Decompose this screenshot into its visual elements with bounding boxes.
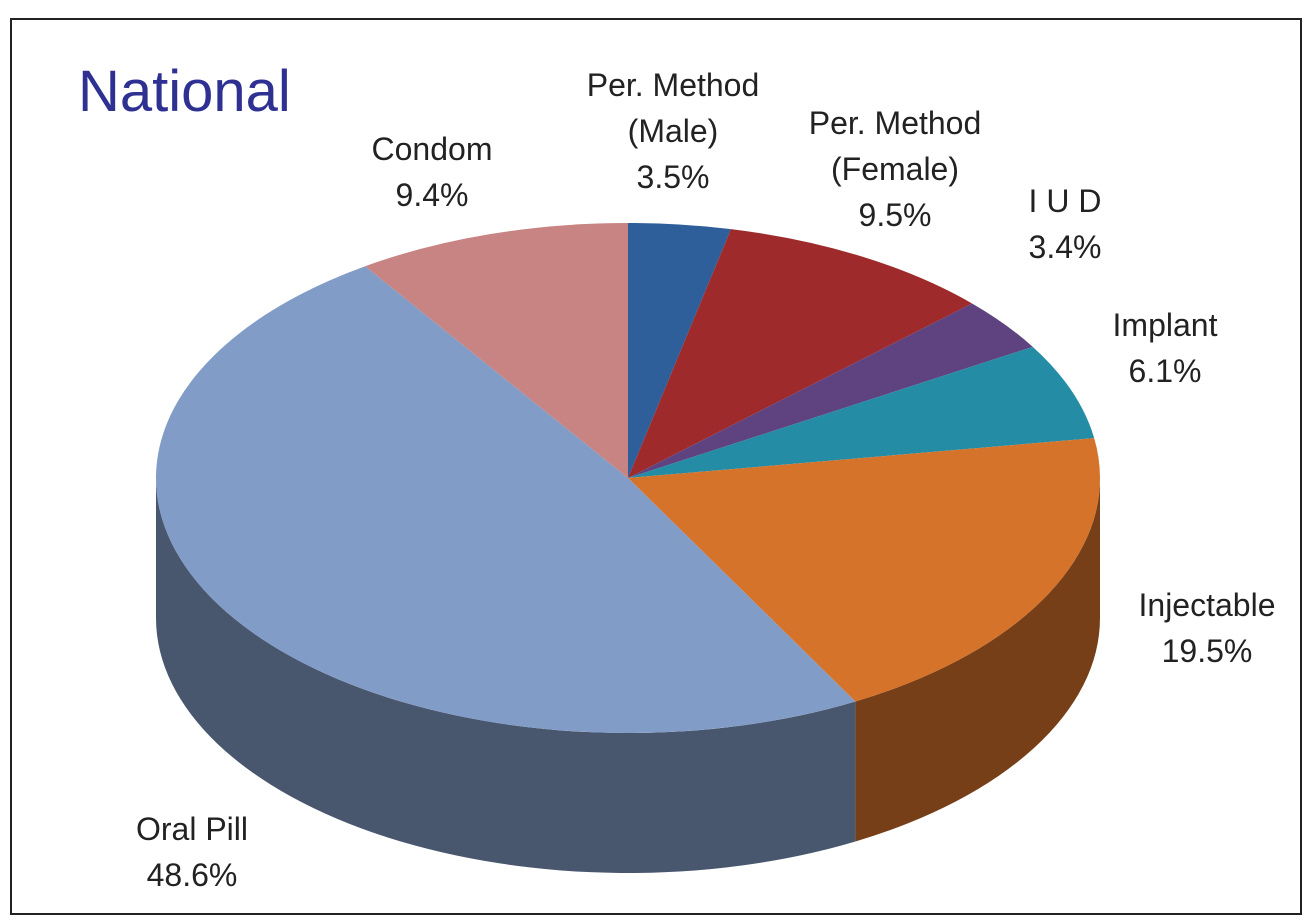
value-label: 48.6% — [146, 857, 238, 893]
pie-slice — [628, 223, 731, 478]
slice-label: Injectable 19.5% — [1092, 582, 1314, 674]
category-label: Condom — [371, 131, 493, 167]
value-label: 3.4% — [1028, 229, 1102, 265]
slice-label: Oral Pill 48.6% — [77, 806, 307, 898]
value-label: 9.4% — [395, 177, 469, 213]
slice-label: Implant 6.1% — [1050, 302, 1280, 394]
value-label: 19.5% — [1161, 633, 1253, 669]
slice-label: I U D 3.4% — [950, 178, 1180, 270]
pie-slice — [628, 229, 973, 478]
frame — [10, 18, 1302, 915]
pie-slice — [628, 346, 1095, 478]
category-label: Implant — [1112, 307, 1218, 343]
category-label: Injectable — [1138, 587, 1276, 623]
slice-label: Per. Method (Male) 3.5% — [558, 62, 788, 200]
category-label: I U D — [1028, 183, 1102, 219]
pie-side — [855, 478, 1100, 842]
value-label: 3.5% — [636, 159, 710, 195]
pie-slice — [628, 303, 1033, 478]
slice-label: Condom 9.4% — [317, 126, 547, 218]
value-label: 6.1% — [1128, 353, 1202, 389]
pie-slice — [365, 223, 628, 478]
pie-slice — [628, 438, 1100, 702]
category-label: Per. Method (Male) — [586, 67, 760, 149]
slice-label: Per. Method (Female) 9.5% — [780, 100, 1010, 238]
pie-side — [156, 478, 856, 873]
pie-slice — [155, 266, 856, 733]
chart-title: National — [78, 59, 291, 124]
category-label: Oral Pill — [135, 811, 248, 847]
value-label: 9.5% — [858, 197, 932, 233]
category-label: Per. Method (Female) — [808, 105, 982, 187]
